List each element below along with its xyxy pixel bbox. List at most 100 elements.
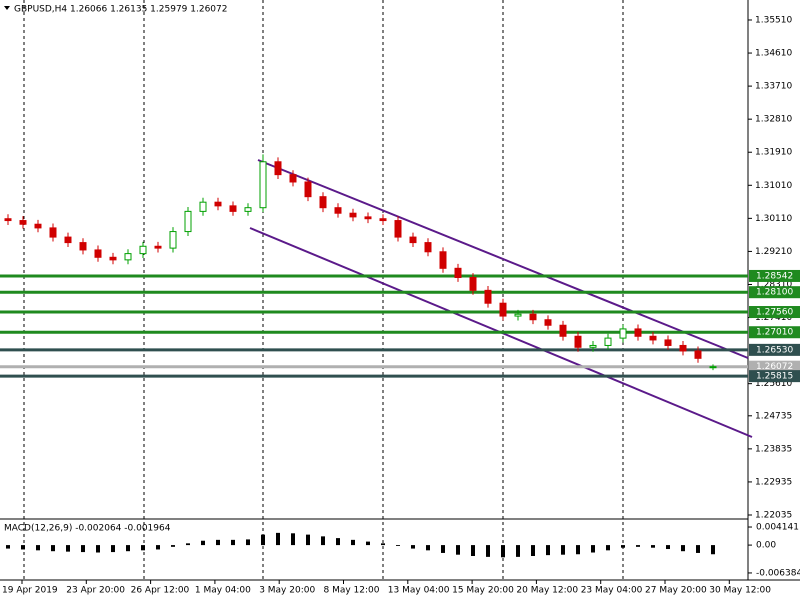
candle-body bbox=[139, 245, 147, 255]
candle-body bbox=[154, 245, 162, 249]
macd-bar bbox=[201, 540, 205, 546]
macd-bar bbox=[561, 545, 565, 555]
candle-body bbox=[574, 335, 582, 348]
candle-body bbox=[244, 207, 252, 212]
macd-bar bbox=[546, 545, 550, 556]
y-tick-label: 1.31010 bbox=[755, 181, 792, 191]
candle-body bbox=[469, 276, 477, 291]
y-tick-label: 1.24735 bbox=[755, 411, 792, 421]
candle-body bbox=[94, 249, 102, 258]
x-tick-label: 8 May 12:00 bbox=[324, 586, 380, 596]
candle-body bbox=[364, 216, 372, 220]
y-tick-label: 1.22035 bbox=[755, 510, 792, 520]
y-tick-label: 1.28310 bbox=[755, 280, 792, 290]
macd-bar bbox=[96, 545, 100, 553]
macd-bar bbox=[231, 539, 235, 546]
y-tick-label: 1.27410 bbox=[755, 313, 792, 323]
level-label: 1.27560 bbox=[756, 308, 793, 318]
level-label-box bbox=[749, 306, 800, 319]
x-tick-label: 19 Apr 2019 bbox=[2, 586, 58, 596]
macd-bar bbox=[366, 541, 370, 546]
macd-bar bbox=[456, 545, 460, 555]
level-label: 1.26530 bbox=[756, 345, 793, 355]
candle-body bbox=[334, 207, 342, 214]
macd-bar bbox=[381, 543, 385, 546]
macd-bar bbox=[51, 545, 55, 552]
x-tick-label: 20 May 12:00 bbox=[516, 586, 578, 596]
macd-bar bbox=[21, 545, 25, 550]
macd-bar bbox=[156, 545, 160, 550]
macd-bar bbox=[276, 532, 280, 546]
candle-body bbox=[64, 236, 72, 244]
y-tick-label: 0.004141 bbox=[756, 523, 799, 533]
y-tick-label: 1.31910 bbox=[755, 148, 792, 158]
x-tick-label: 3 May 20:00 bbox=[259, 586, 315, 596]
x-tick-label: 26 Apr 12:00 bbox=[131, 586, 190, 596]
candle-body bbox=[694, 350, 702, 359]
level-label-box bbox=[749, 286, 800, 299]
y-tick-label: 1.34610 bbox=[755, 49, 792, 59]
candle-body bbox=[169, 231, 177, 249]
level-label-box bbox=[749, 326, 800, 339]
macd-bar bbox=[171, 545, 175, 547]
x-tick-label: 30 May 12:00 bbox=[709, 586, 771, 596]
candle-body bbox=[679, 344, 687, 352]
macd-bar bbox=[321, 536, 325, 546]
level-label-box bbox=[749, 360, 800, 373]
collapse-arrow[interactable] bbox=[4, 6, 10, 10]
y-tick-label: 1.30110 bbox=[755, 214, 792, 224]
macd-bar bbox=[186, 543, 190, 546]
candle-body bbox=[514, 313, 522, 317]
vertical-grid bbox=[23, 0, 624, 580]
candle-body bbox=[559, 324, 567, 337]
candle-body bbox=[454, 267, 462, 278]
y-tick-label: 1.23835 bbox=[755, 444, 792, 454]
macd-bar bbox=[516, 545, 520, 557]
candle-body bbox=[424, 242, 432, 253]
macd-bar bbox=[411, 545, 415, 549]
macd-bar bbox=[471, 545, 475, 556]
y-tick-label: 0.00 bbox=[756, 541, 776, 551]
macd-bar bbox=[81, 545, 85, 553]
x-tick-label: 23 Apr 20:00 bbox=[66, 586, 125, 596]
candle-body bbox=[484, 289, 492, 304]
macd-bar bbox=[501, 545, 505, 558]
macd-bar bbox=[336, 538, 340, 546]
y-tick-label: 1.35510 bbox=[755, 15, 792, 25]
macd-bar bbox=[291, 533, 295, 546]
level-label: 1.25815 bbox=[756, 372, 793, 382]
macd-bar bbox=[441, 545, 445, 553]
candle-body bbox=[409, 236, 417, 244]
candle-body bbox=[349, 212, 357, 218]
macd-bar bbox=[531, 545, 535, 556]
candle-body bbox=[109, 256, 117, 261]
candle-body bbox=[79, 242, 87, 251]
candle-body bbox=[4, 218, 12, 222]
candle-body bbox=[259, 161, 267, 209]
level-label: 1.28100 bbox=[756, 288, 793, 298]
candle-body bbox=[229, 205, 237, 212]
candle-body bbox=[319, 196, 327, 209]
level-label: 1.28542 bbox=[756, 271, 793, 281]
candle-body bbox=[649, 335, 657, 341]
macd-bar bbox=[666, 545, 670, 550]
candle-body bbox=[19, 220, 27, 225]
macd-bar bbox=[711, 545, 715, 555]
y-tick-label: 1.22935 bbox=[755, 477, 792, 487]
y-tick-label: 1.33710 bbox=[755, 82, 792, 92]
x-tick-label: 15 May 20:00 bbox=[452, 586, 514, 596]
macd-bar bbox=[651, 545, 655, 548]
level-label: 1.26072 bbox=[756, 362, 793, 372]
level-label: 1.27010 bbox=[756, 328, 793, 338]
candle-body bbox=[619, 328, 627, 339]
candle-body bbox=[379, 218, 387, 222]
x-tick-label: 1 May 04:00 bbox=[195, 586, 251, 596]
candle-body bbox=[439, 251, 447, 269]
macd-bar bbox=[576, 545, 580, 555]
candle-body bbox=[274, 161, 282, 176]
y-tick-label: -0.006384 bbox=[756, 568, 800, 578]
macd-bar bbox=[246, 539, 250, 546]
candle-body bbox=[199, 201, 207, 212]
x-tick-label: 27 May 20:00 bbox=[645, 586, 707, 596]
